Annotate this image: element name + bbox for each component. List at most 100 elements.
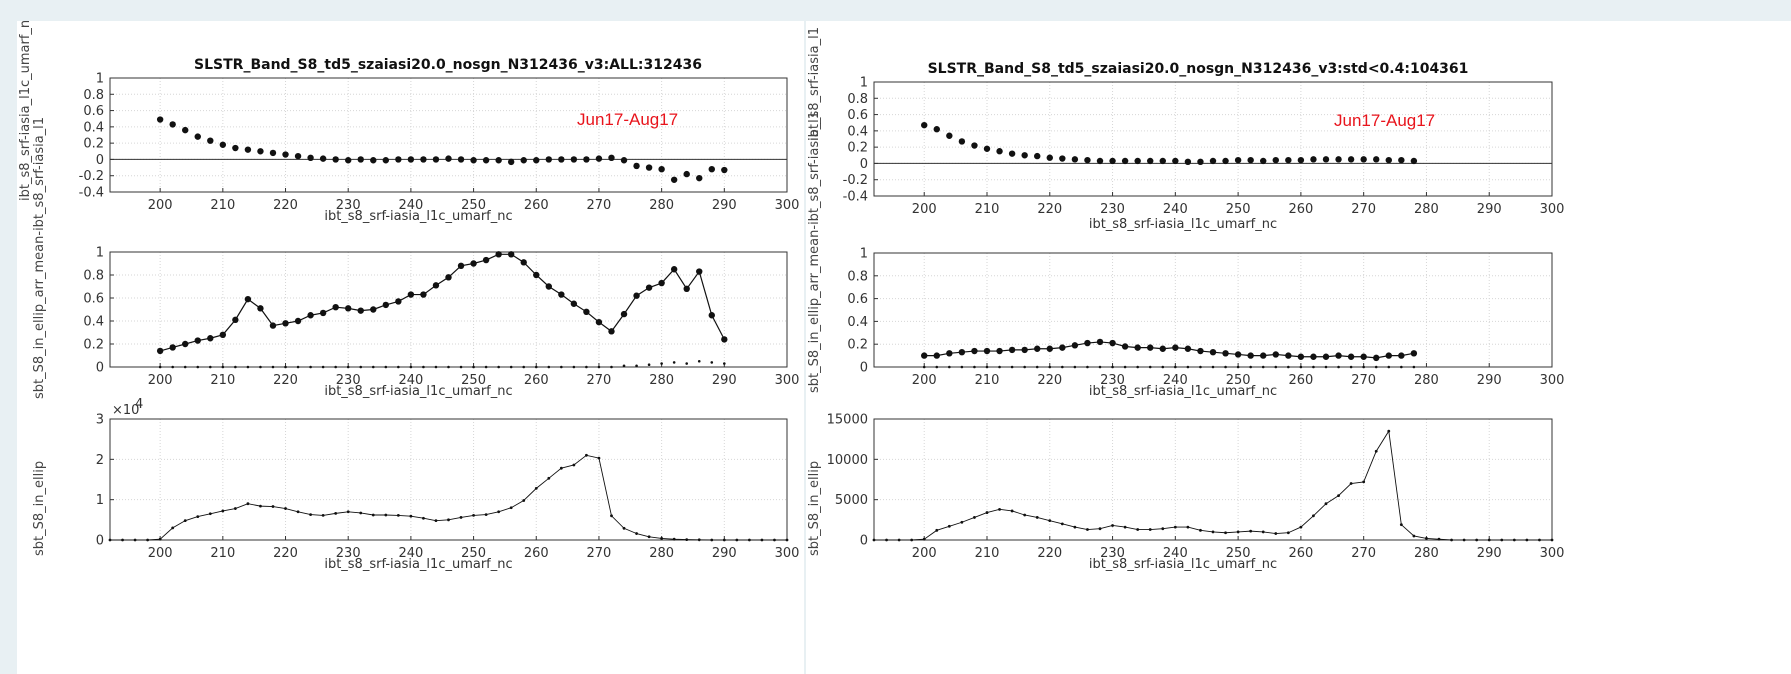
data-point (1147, 344, 1154, 351)
data-point (545, 156, 552, 163)
data-point (1374, 365, 1378, 369)
data-point (332, 304, 339, 311)
data-point (983, 347, 991, 355)
data-point (1347, 353, 1355, 360)
data-point (1385, 352, 1392, 359)
x-tick-label: 230 (1100, 202, 1125, 217)
data-point (658, 279, 665, 287)
data-point (1261, 365, 1265, 369)
data-point (457, 262, 465, 269)
data-point (470, 260, 477, 267)
data-point (384, 513, 388, 517)
data-point (683, 285, 690, 292)
data-point (620, 310, 628, 318)
data-point (284, 507, 287, 510)
data-point (382, 157, 390, 164)
data-point (1222, 157, 1229, 165)
x-tick-label: 260 (1288, 202, 1313, 217)
x-tick-label: 240 (1163, 546, 1188, 561)
x-tick-label: 250 (1226, 373, 1251, 388)
x-tick-label: 260 (524, 546, 549, 561)
data-point (1500, 538, 1504, 542)
x-tick-label: 210 (210, 198, 235, 213)
data-point (558, 156, 565, 163)
x-axis-label: ibt_s8_srf-iasia_l1c_umarf_nc (1089, 384, 1277, 399)
y-tick-label: 0.6 (847, 108, 868, 123)
y-tick-label: 0.4 (83, 315, 104, 330)
chart-right-row-2: 200 210 220 230 240 250 260 270 280 290 300 0 0.2 0.4… (847, 247, 1564, 400)
data-point (1387, 429, 1391, 433)
data-point (1374, 449, 1378, 453)
x-tick-label: 240 (398, 546, 423, 561)
y-tick-label: 0.2 (847, 338, 868, 353)
data-point (1222, 350, 1229, 357)
data-point (447, 518, 450, 522)
data-point (635, 532, 638, 535)
data-point (1084, 339, 1091, 347)
data-point (156, 347, 164, 355)
x-tick-label: 290 (1477, 546, 1502, 561)
left-figure-panel: 200 210 220 230 240 250 260 270 280 290 300 -0.4 -0.… (17, 21, 804, 674)
data-point (196, 365, 200, 369)
data-point (1034, 152, 1041, 160)
data-point (597, 456, 601, 460)
data-point (1046, 154, 1053, 161)
data-point (747, 538, 751, 542)
data-point (1186, 365, 1190, 369)
x-tick-label: 250 (1226, 546, 1251, 561)
data-point (721, 166, 728, 174)
data-point (622, 526, 626, 530)
data-point (1297, 353, 1305, 360)
data-point (422, 365, 425, 369)
data-point (1398, 352, 1405, 359)
data-point (1425, 536, 1428, 540)
x-tick-label: 280 (649, 198, 674, 213)
data-point (1475, 538, 1479, 542)
data-point (1387, 365, 1391, 369)
data-point (1274, 365, 1278, 369)
data-point (1111, 365, 1114, 369)
data-point (497, 510, 501, 514)
data-point (309, 513, 312, 516)
data-point (146, 538, 150, 542)
data-point (169, 121, 176, 128)
data-point (1249, 529, 1253, 533)
y-tick-label: 5000 (835, 493, 868, 508)
data-point (1134, 157, 1141, 165)
data-point (1512, 538, 1516, 542)
data-point (921, 352, 928, 359)
chart-left-row-3: 200 210 220 230 240 250 260 270 280 290 300 0 1 2 3 ×10… (96, 397, 800, 572)
x-tick-label: 220 (273, 546, 298, 561)
data-point (1148, 528, 1152, 531)
data-point (307, 312, 314, 319)
data-point (1161, 527, 1165, 531)
y-tick-label: 0 (860, 361, 868, 376)
x-axis-label: ibt_s8_srf-iasia_l1c_umarf_nc (324, 557, 512, 572)
y-tick-label: 2 (96, 453, 104, 468)
data-point (1450, 538, 1453, 542)
x-tick-label: 270 (587, 546, 612, 561)
data-point (1285, 156, 1292, 164)
series-line (159, 253, 725, 352)
data-point (658, 166, 665, 173)
data-point (319, 155, 327, 162)
data-point (482, 157, 490, 164)
data-point (1073, 525, 1077, 529)
data-point (922, 365, 926, 369)
chart-left-row-1: 200 210 220 230 240 250 260 270 280 290 300 -0.4 -0.… (79, 57, 800, 224)
y-tick-label: 1 (96, 246, 104, 261)
data-point (1071, 156, 1079, 163)
data-point (946, 132, 953, 139)
data-point (1211, 365, 1215, 369)
data-point (346, 510, 350, 514)
data-point (958, 348, 966, 356)
data-point (459, 365, 463, 369)
x-tick-label: 240 (398, 198, 423, 213)
data-point (721, 336, 728, 343)
x-tick-label: 230 (336, 546, 361, 561)
data-point (585, 365, 588, 369)
data-point (1362, 365, 1365, 369)
axes-box (109, 418, 788, 541)
x-tick-label: 270 (1351, 373, 1376, 388)
y-tick-label: -0.2 (843, 173, 868, 188)
